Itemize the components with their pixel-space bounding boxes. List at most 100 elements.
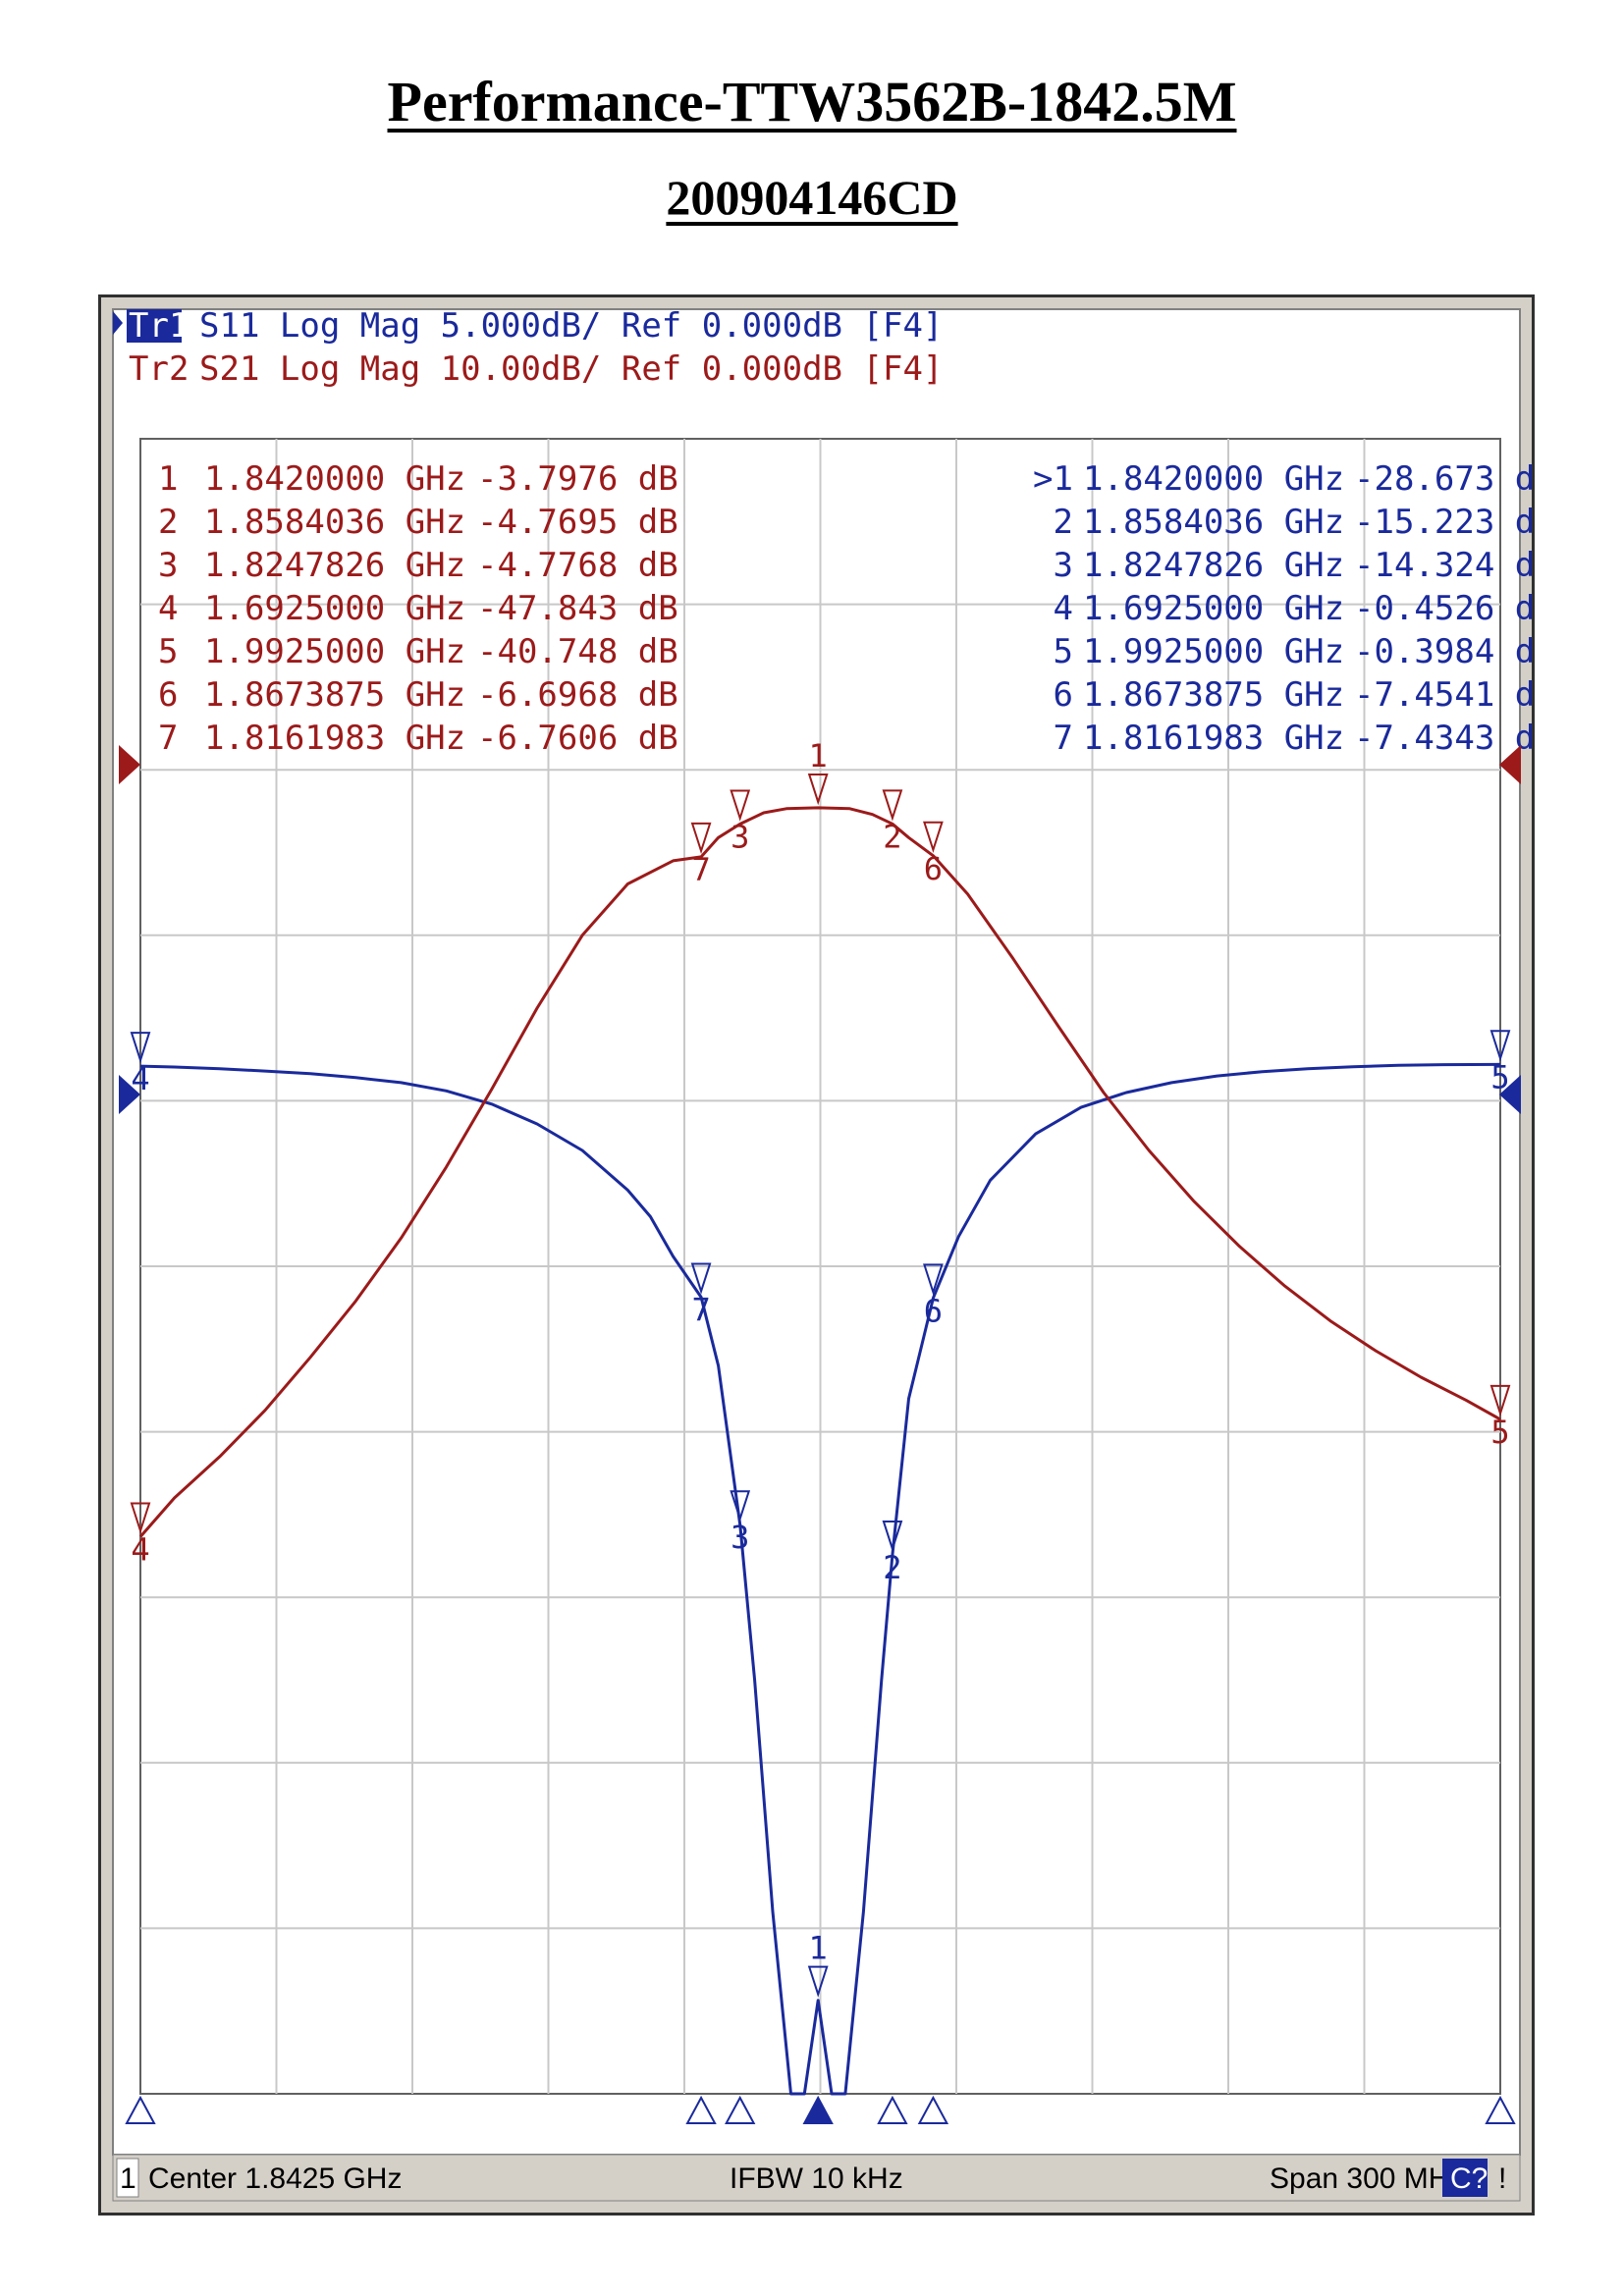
stimulus-markers (125, 2095, 1516, 2124)
tr1-highlight[interactable] (127, 309, 182, 343)
s11-marker-7-label: 7 (691, 1291, 710, 1328)
s21-marker-num: 5 (158, 632, 178, 671)
s11-marker-value: -7.4541 dB (1354, 675, 1532, 715)
network-analyzer-screen: Tr1 S11 Log Mag 5.000dB/ Ref 0.000dB [F4… (98, 294, 1535, 2216)
s11-marker-3-triangle (730, 1490, 751, 1522)
s21-marker-value: -3.7976 dB (477, 459, 678, 499)
s21-ref-right-arrow-icon[interactable] (1499, 745, 1521, 784)
s11-marker-num: 2 (1054, 503, 1073, 542)
s21-marker-4-label: 4 (131, 1531, 149, 1569)
s11-marker-num: 7 (1054, 719, 1073, 758)
s21-marker-freq: 1.9925000 GHz (204, 632, 465, 671)
s21-marker-1-label: 1 (809, 737, 828, 774)
s11-marker-5-triangle (1489, 1030, 1511, 1062)
grid (140, 439, 1500, 2094)
trace-markers: 1 2 3 4 5 6 7 1 2 3 4 5 6 7 (130, 737, 1511, 1998)
s21-marker-7-label: 7 (691, 851, 710, 888)
s11-marker-freq: 1.8420000 GHz (1083, 459, 1344, 499)
trace-s21 (138, 806, 1501, 1538)
s21-marker-freq: 1.8161983 GHz (204, 719, 465, 758)
s21-marker-value: -4.7695 dB (477, 503, 678, 542)
s11-ref-left-arrow-icon[interactable] (119, 1075, 140, 1114)
s11-marker-freq: 1.8584036 GHz (1083, 503, 1344, 542)
s21-marker-5-triangle (1489, 1384, 1511, 1417)
s21-marker-6-triangle (923, 821, 944, 854)
page-title: Performance-TTW3562B-1842.5M (387, 70, 1237, 133)
s11-marker-freq: 1.8247826 GHz (1083, 546, 1344, 585)
s11-marker-value: -0.3984 dB (1354, 632, 1532, 671)
s21-marker-num: 6 (158, 675, 178, 715)
trace-s11 (139, 1062, 1501, 2096)
s11-marker-4-label: 4 (131, 1060, 149, 1097)
s21-marker-1-triangle (807, 773, 829, 806)
s21-marker-freq: 1.6925000 GHz (204, 589, 465, 628)
s11-marker-freq: 1.6925000 GHz (1083, 589, 1344, 628)
stimulus-marker-6 (917, 2095, 949, 2124)
s11-marker-2-triangle (882, 1520, 903, 1553)
stimulus-marker-5 (1485, 2095, 1516, 2124)
tr2-id[interactable]: Tr2 (129, 349, 189, 389)
channel-box[interactable] (116, 2158, 139, 2198)
s21-marker-freq: 1.8584036 GHz (204, 503, 465, 542)
s21-marker-freq: 1.8420000 GHz (204, 459, 465, 499)
s11-marker-1-triangle (807, 1965, 829, 1998)
s21-marker-6-label: 6 (924, 850, 943, 887)
serial-number: 200904146CD (666, 170, 958, 225)
analyzer-display: Tr1 S11 Log Mag 5.000dB/ Ref 0.000dB [F4… (101, 297, 1532, 2213)
s11-marker-freq: 1.9925000 GHz (1083, 632, 1344, 671)
s11-marker-value: -0.4526 dB (1354, 589, 1532, 628)
s21-marker-num: 1 (158, 459, 178, 499)
s21-marker-value: -6.6968 dB (477, 675, 678, 715)
s11-marker-num: 6 (1054, 675, 1073, 715)
s11-marker-value: -28.673 dB (1354, 459, 1532, 499)
s21-marker-value: -6.7606 dB (477, 719, 678, 758)
marker-table-s21: 1 1.8420000 GHz -3.7976 dB 2 1.8584036 GHz -4… (158, 459, 678, 758)
s11-marker-1-label: 1 (809, 1930, 828, 1967)
channel-number: 1 (120, 2163, 136, 2195)
s11-marker-value: -7.4343 dB (1354, 719, 1532, 758)
s11-marker-value: -15.223 dB (1354, 503, 1532, 542)
s11-marker-6-triangle (923, 1263, 944, 1296)
s11-marker-7-triangle (690, 1262, 712, 1295)
s11-ref-right-arrow-icon[interactable] (1499, 1075, 1521, 1114)
s21-marker-value: -4.7768 dB (477, 546, 678, 585)
frequency-span[interactable]: Span 300 MHz (1270, 2163, 1464, 2195)
cal-status-box[interactable] (1442, 2159, 1488, 2197)
s11-marker-num: 4 (1054, 589, 1073, 628)
stimulus-marker-1 (802, 2095, 834, 2124)
s21-marker-2-label: 2 (883, 818, 901, 855)
traces (138, 806, 1501, 2096)
s21-marker-num: 7 (158, 719, 178, 758)
s11-marker-5-label: 5 (1490, 1058, 1509, 1095)
if-bandwidth[interactable]: IFBW 10 kHz (730, 2163, 903, 2195)
stimulus-marker-3 (725, 2095, 756, 2124)
s21-marker-4-triangle (130, 1502, 151, 1534)
tr1-id[interactable]: Tr1 (129, 306, 189, 346)
s11-marker-2-label: 2 (883, 1549, 901, 1586)
s11-marker-num: 3 (1054, 546, 1073, 585)
s11-marker-4-triangle (130, 1032, 151, 1064)
active-trace-arrow-icon (113, 311, 123, 335)
s11-marker-num: >1 (1033, 459, 1073, 499)
s21-marker-value: -47.843 dB (477, 589, 678, 628)
tr1-label: S11 Log Mag 5.000dB/ Ref 0.000dB [F4] (199, 306, 943, 346)
warning-flag: ! (1498, 2163, 1506, 2195)
s21-marker-num: 2 (158, 503, 178, 542)
center-frequency[interactable]: Center 1.8425 GHz (148, 2163, 402, 2195)
s21-marker-freq: 1.8673875 GHz (204, 675, 465, 715)
status-bar-bg (112, 2154, 1521, 2202)
s21-marker-7-triangle (690, 822, 712, 855)
cal-status: C? (1450, 2163, 1488, 2195)
s11-marker-freq: 1.8161983 GHz (1083, 719, 1344, 758)
s11-marker-3-label: 3 (731, 1519, 749, 1556)
s21-ref-left-arrow-icon[interactable] (119, 745, 140, 784)
s11-marker-value: -14.324 dB (1354, 546, 1532, 585)
s11-marker-num: 5 (1054, 632, 1073, 671)
stimulus-marker-2 (877, 2095, 908, 2124)
s11-marker-6-label: 6 (924, 1292, 943, 1329)
s21-marker-value: -40.748 dB (477, 632, 678, 671)
s21-marker-freq: 1.8247826 GHz (204, 546, 465, 585)
s21-marker-num: 3 (158, 546, 178, 585)
s21-marker-num: 4 (158, 589, 178, 628)
